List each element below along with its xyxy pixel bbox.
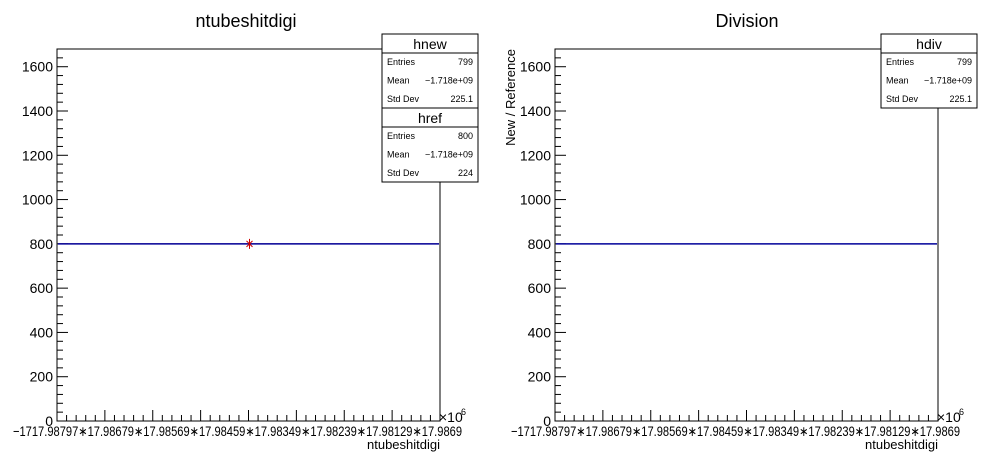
- y-tick-label: 200: [528, 369, 552, 385]
- stats-value: 224: [458, 168, 473, 178]
- stats-label: Std Dev: [387, 94, 420, 104]
- y-tick-label: 1600: [520, 59, 551, 75]
- stats-label: Mean: [387, 150, 410, 160]
- stats-box-frame: [381, 33, 479, 109]
- y-tick-label: 1200: [22, 147, 53, 163]
- y-tick-label: 400: [528, 324, 552, 340]
- y-tick-label: 1200: [520, 147, 551, 163]
- x-axis-label: ntubeshitdigi: [367, 437, 440, 452]
- stats-box-frame: [880, 33, 978, 109]
- stats-label: Mean: [387, 76, 410, 86]
- y-tick-label: 0: [45, 413, 53, 429]
- stats-box-frame: [381, 107, 479, 183]
- stats-value: 799: [458, 57, 473, 67]
- stats-value: 225.1: [949, 94, 972, 104]
- y-axis-label: New / Reference: [503, 49, 518, 146]
- x-axis-label: ntubeshitdigi: [865, 437, 938, 452]
- stats-box-hnew: hnew Entries 799 Mean −1.718e+09 Std Dev 225.1: [381, 33, 479, 109]
- x-tick-labels: −1717.98797∗17.98679∗17.98569∗17.98459∗1…: [13, 423, 462, 439]
- y-tick-label: 600: [528, 280, 552, 296]
- y-tick-label: 0: [543, 413, 551, 429]
- stats-label: Entries: [886, 57, 915, 67]
- chart-pad-2: Division 0 200 400 600 800 1000 1200 1400 1600 −17…: [503, 11, 978, 452]
- stats-value: −1.718e+09: [425, 76, 473, 86]
- chart-title: ntubeshitdigi: [195, 11, 296, 31]
- stats-label: Entries: [387, 57, 416, 67]
- stats-value: −1.718e+09: [425, 150, 473, 160]
- stats-label: Mean: [886, 76, 909, 86]
- stats-label: Std Dev: [387, 168, 420, 178]
- y-tick-label: 1400: [520, 103, 551, 119]
- stats-value: 800: [458, 131, 473, 141]
- x-exponent: ×10: [937, 409, 961, 425]
- stats-value: 799: [957, 57, 972, 67]
- chart-pad-1: ntubeshitdigi 0 200 400 600 800 1000 1200 1400 16…: [13, 11, 479, 452]
- x-tick-labels: −1717.98797∗17.98679∗17.98569∗17.98459∗1…: [511, 423, 960, 439]
- y-tick-label: 600: [30, 280, 54, 296]
- x-exponent-power: 6: [461, 407, 466, 417]
- y-tick-label: 400: [30, 324, 54, 340]
- x-exponent-power: 6: [959, 407, 964, 417]
- y-tick-label: 800: [30, 236, 54, 252]
- stats-label: Entries: [387, 131, 416, 141]
- y-tick-label: 1400: [22, 103, 53, 119]
- chart-title: Division: [715, 11, 778, 31]
- x-exponent: ×10: [439, 409, 463, 425]
- stats-value: 225.1: [450, 94, 473, 104]
- stats-box-title: href: [418, 110, 442, 126]
- y-tick-label: 200: [30, 369, 54, 385]
- y-tick-label: 800: [528, 236, 552, 252]
- y-tick-label: 1600: [22, 59, 53, 75]
- stats-box-title: hdiv: [916, 36, 942, 52]
- y-tick-label: 1000: [22, 192, 53, 208]
- stats-box-title: hnew: [413, 36, 447, 52]
- y-tick-label: 1000: [520, 192, 551, 208]
- stats-label: Std Dev: [886, 94, 919, 104]
- stats-value: −1.718e+09: [924, 76, 972, 86]
